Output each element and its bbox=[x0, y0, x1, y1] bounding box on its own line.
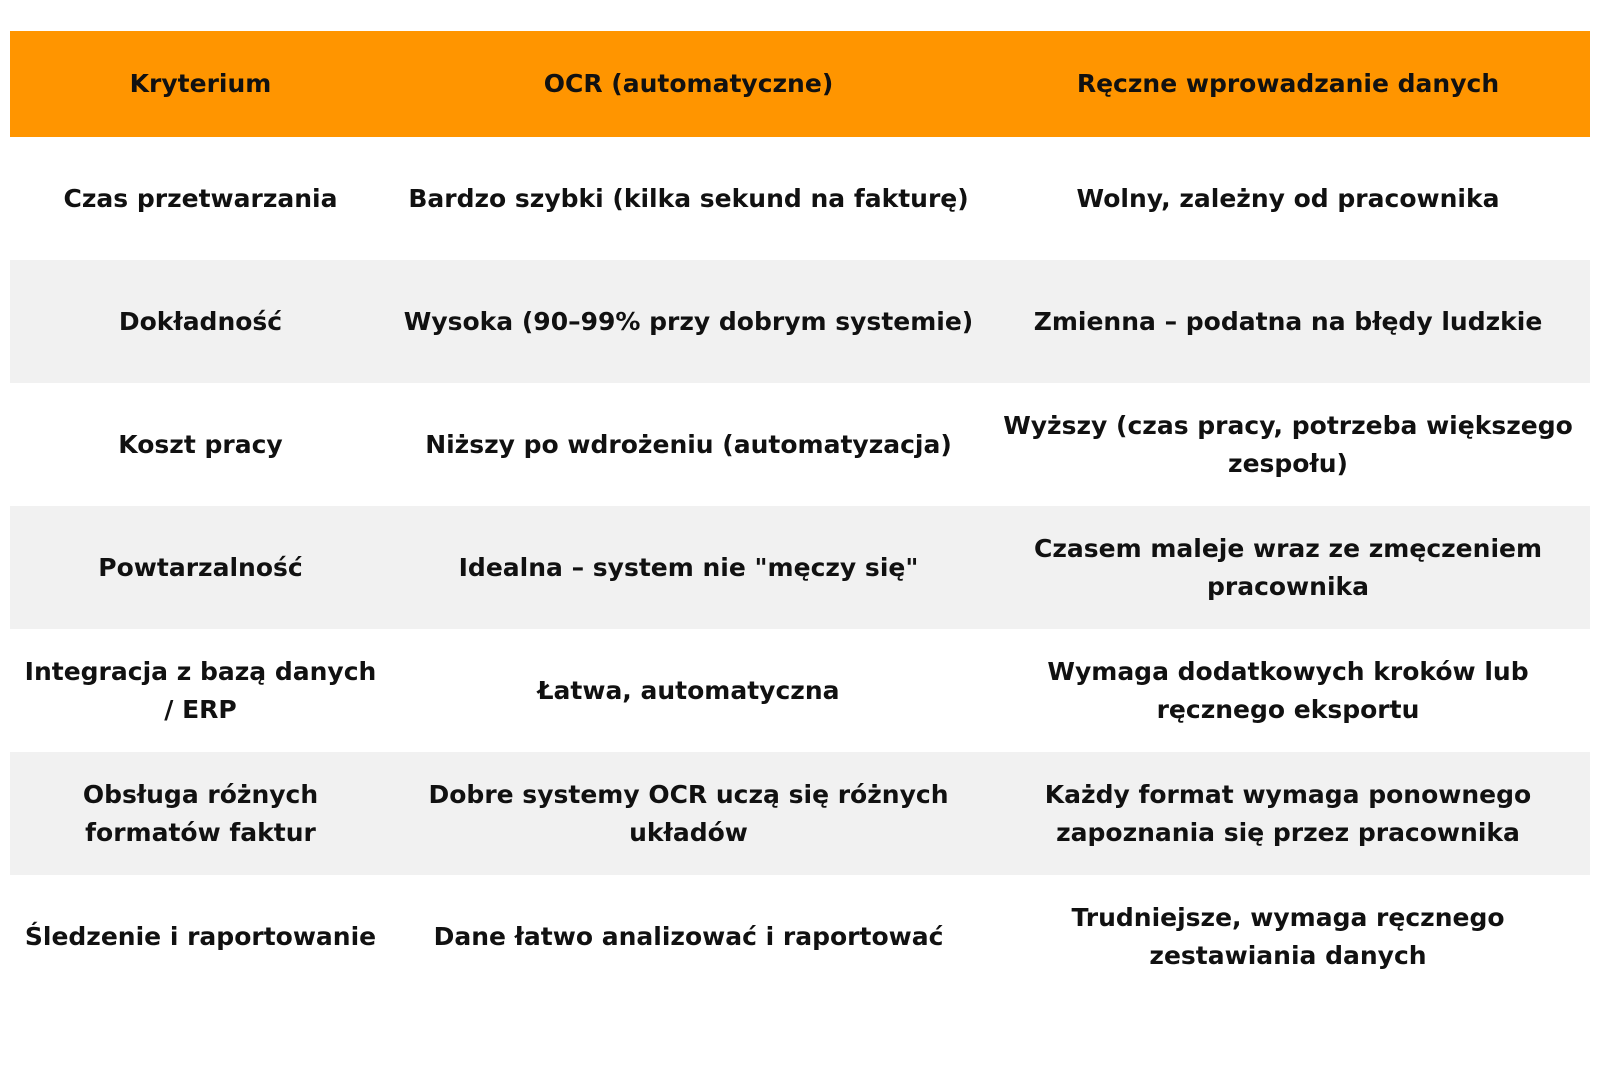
criterion-cell: Dokładność bbox=[118, 306, 283, 336]
table-row: Powtarzalność Idealna – system nie "męcz… bbox=[10, 506, 1590, 629]
ocr-cell: Dane łatwo analizować i raportować bbox=[433, 921, 944, 951]
table-row: Czas przetwarzania Bardzo szybki (kilka … bbox=[10, 137, 1590, 260]
ocr-cell: Łatwa, automatyczna bbox=[537, 675, 840, 705]
ocr-cell: Dobre systemy OCR uczą się różnych układ… bbox=[428, 779, 949, 847]
manual-cell: Wolny, zależny od pracownika bbox=[1076, 183, 1500, 213]
manual-cell: Trudniejsze, wymaga ręcznego zestawiania… bbox=[1071, 902, 1505, 970]
ocr-cell: Bardzo szybki (kilka sekund na fakturę) bbox=[408, 183, 969, 213]
criterion-cell: Śledzenie i raportowanie bbox=[24, 921, 377, 951]
manual-cell: Czasem maleje wraz ze zmęczeniem pracown… bbox=[1033, 533, 1543, 601]
criterion-cell: Powtarzalność bbox=[98, 552, 303, 582]
table-row: Koszt pracy Niższy po wdrożeniu (automat… bbox=[10, 383, 1590, 506]
header-criterion: Kryterium bbox=[129, 69, 272, 98]
manual-cell: Zmienna – podatna na błędy ludzkie bbox=[1033, 306, 1543, 336]
table-header-row: Kryterium OCR (automatyczne) Ręczne wpro… bbox=[10, 31, 1590, 137]
table-row: Śledzenie i raportowanie Dane łatwo anal… bbox=[10, 875, 1590, 998]
table-row: Obsługa różnych formatów faktur Dobre sy… bbox=[10, 752, 1590, 875]
table-row: Integracja z bazą danych / ERP Łatwa, au… bbox=[10, 629, 1590, 752]
header-ocr: OCR (automatyczne) bbox=[543, 69, 834, 98]
manual-cell: Wymaga dodatkowych kroków lub ręcznego e… bbox=[1047, 656, 1529, 724]
table-row: Dokładność Wysoka (90–99% przy dobrym sy… bbox=[10, 260, 1590, 383]
comparison-table: Kryterium OCR (automatyczne) Ręczne wpro… bbox=[10, 31, 1590, 998]
header-manual-entry: Ręczne wprowadzanie danych bbox=[1076, 69, 1500, 98]
ocr-cell: Wysoka (90–99% przy dobrym systemie) bbox=[403, 306, 974, 336]
criterion-cell: Czas przetwarzania bbox=[63, 183, 338, 213]
criterion-cell: Koszt pracy bbox=[118, 429, 283, 459]
ocr-cell: Idealna – system nie "męczy się" bbox=[458, 552, 919, 582]
ocr-cell: Niższy po wdrożeniu (automatyzacja) bbox=[425, 429, 952, 459]
criterion-cell: Obsługa różnych formatów faktur bbox=[82, 779, 319, 847]
criterion-cell: Integracja z bazą danych / ERP bbox=[24, 656, 377, 724]
manual-cell: Wyższy (czas pracy, potrzeba większego z… bbox=[1003, 410, 1573, 478]
manual-cell: Każdy format wymaga ponownego zapoznania… bbox=[1044, 779, 1532, 847]
